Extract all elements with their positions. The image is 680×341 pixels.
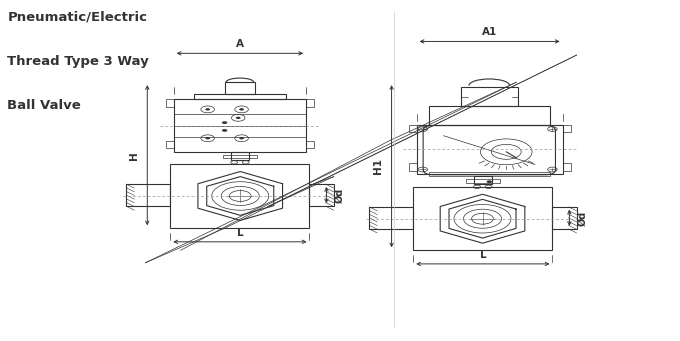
Text: L: L — [237, 228, 243, 238]
Bar — [174, 99, 306, 152]
Text: A1: A1 — [482, 27, 497, 38]
Bar — [224, 82, 255, 94]
Circle shape — [205, 137, 210, 139]
Text: A: A — [236, 39, 244, 49]
Bar — [562, 163, 571, 170]
Text: Pneumatic/Electric: Pneumatic/Electric — [7, 11, 148, 24]
Text: H1: H1 — [373, 158, 384, 174]
Bar — [171, 164, 309, 228]
Bar — [166, 99, 174, 107]
Bar — [552, 207, 577, 229]
Circle shape — [205, 108, 210, 110]
Bar — [194, 94, 286, 99]
Bar — [417, 125, 562, 174]
Bar — [126, 184, 171, 206]
Circle shape — [239, 108, 244, 110]
Bar — [562, 125, 571, 132]
Bar — [474, 176, 492, 184]
Text: Ød: Ød — [577, 210, 588, 225]
Circle shape — [236, 117, 241, 119]
Circle shape — [239, 137, 244, 139]
Bar — [306, 99, 314, 107]
Circle shape — [487, 180, 492, 183]
Bar — [461, 87, 518, 106]
Bar — [413, 188, 552, 250]
Bar — [369, 207, 413, 229]
Bar — [306, 141, 314, 148]
Text: L: L — [479, 250, 486, 260]
Bar — [231, 152, 249, 160]
Bar — [309, 184, 334, 206]
Text: Thread Type 3 Way: Thread Type 3 Way — [7, 55, 149, 68]
Bar — [429, 172, 550, 176]
Bar — [429, 106, 550, 125]
Text: Ød: Ød — [335, 188, 345, 203]
Bar — [166, 141, 174, 148]
Circle shape — [222, 121, 227, 124]
Bar — [409, 163, 417, 170]
Bar — [466, 179, 500, 183]
Text: H: H — [129, 151, 139, 160]
Bar — [409, 125, 417, 132]
Circle shape — [222, 129, 227, 132]
Text: Ball Valve: Ball Valve — [7, 99, 81, 112]
Bar — [222, 154, 257, 158]
